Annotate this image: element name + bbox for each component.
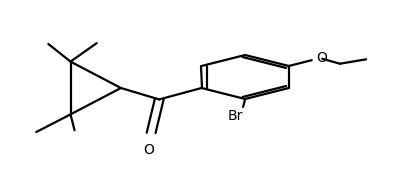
Text: O: O (316, 51, 326, 65)
Text: O: O (144, 143, 154, 157)
Text: Br: Br (227, 109, 243, 123)
